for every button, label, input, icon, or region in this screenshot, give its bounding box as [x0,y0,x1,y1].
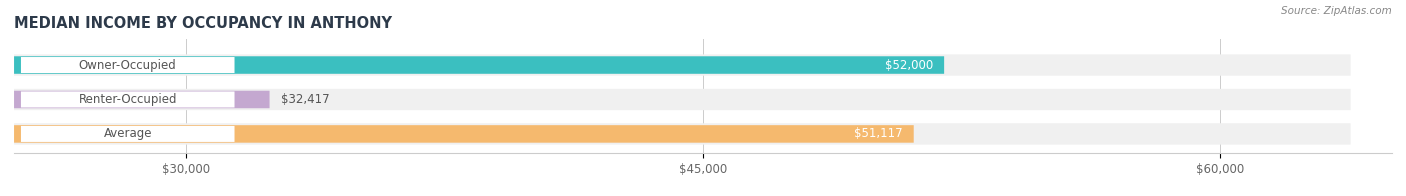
Text: $51,117: $51,117 [853,127,903,140]
Text: Renter-Occupied: Renter-Occupied [79,93,177,106]
FancyBboxPatch shape [14,123,1351,145]
FancyBboxPatch shape [21,57,235,73]
FancyBboxPatch shape [21,126,235,142]
Text: $32,417: $32,417 [281,93,329,106]
FancyBboxPatch shape [14,125,914,143]
Text: Owner-Occupied: Owner-Occupied [79,59,177,72]
FancyBboxPatch shape [14,89,1351,110]
Text: Average: Average [104,127,152,140]
Text: Source: ZipAtlas.com: Source: ZipAtlas.com [1281,6,1392,16]
Text: $52,000: $52,000 [884,59,934,72]
FancyBboxPatch shape [14,91,270,108]
FancyBboxPatch shape [14,54,1351,76]
Text: MEDIAN INCOME BY OCCUPANCY IN ANTHONY: MEDIAN INCOME BY OCCUPANCY IN ANTHONY [14,16,392,31]
FancyBboxPatch shape [21,92,235,107]
FancyBboxPatch shape [14,56,945,74]
